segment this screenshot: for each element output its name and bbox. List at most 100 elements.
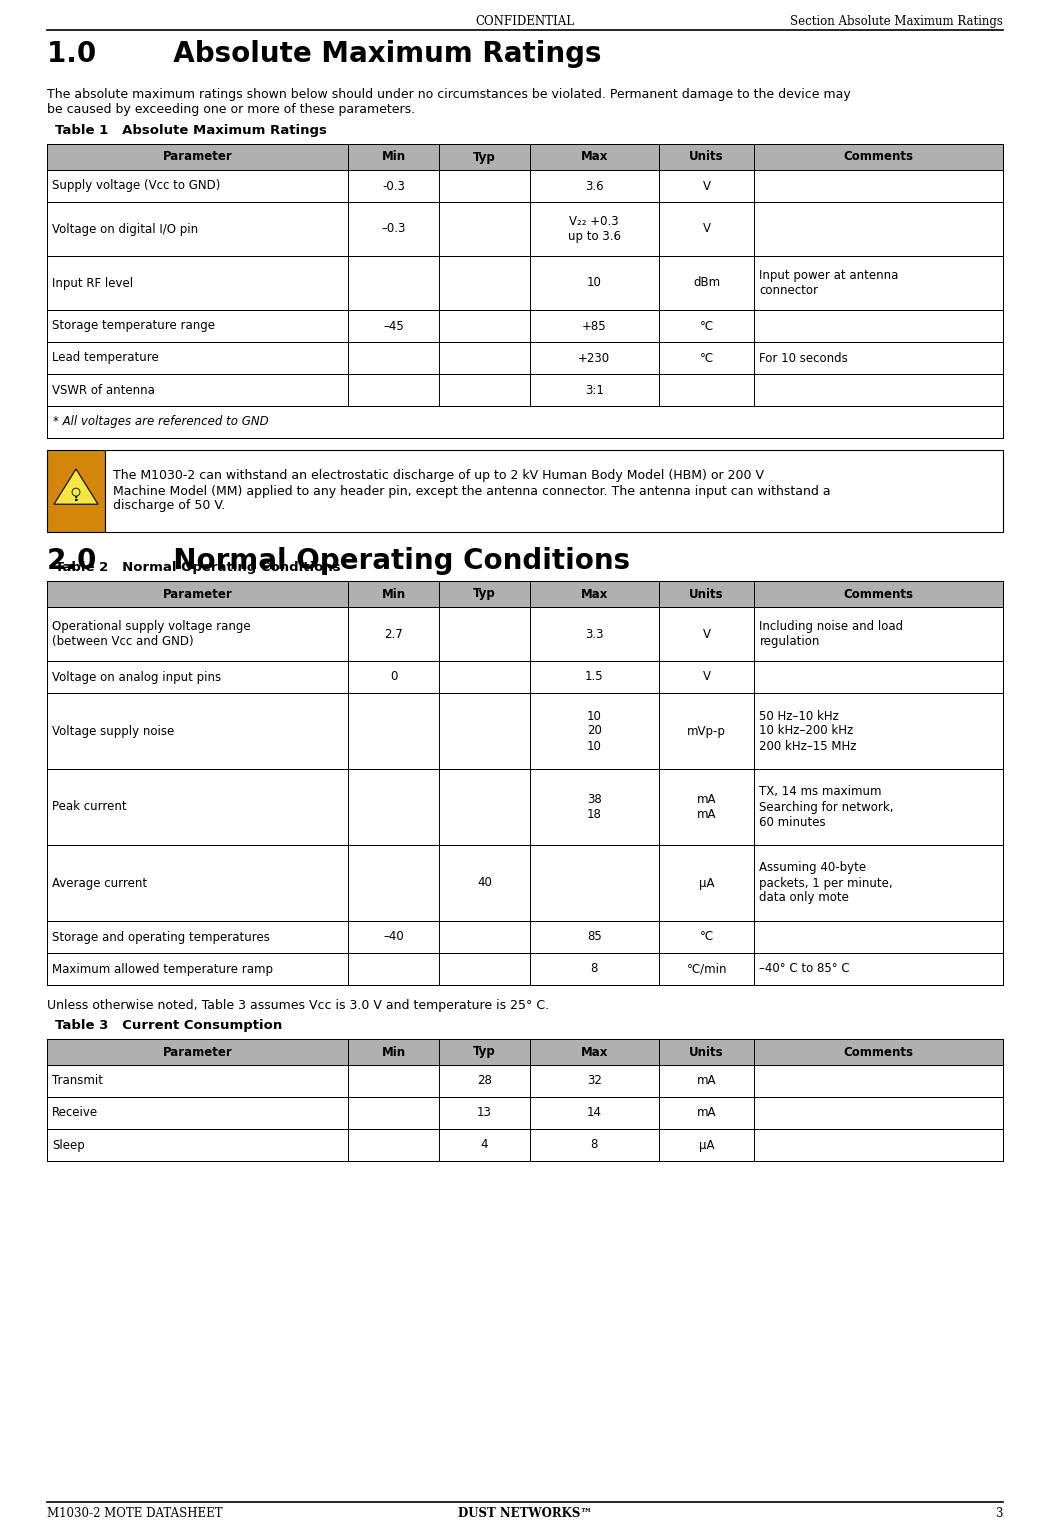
Text: Comments: Comments <box>844 151 914 163</box>
Text: Input RF level: Input RF level <box>52 277 133 290</box>
Text: Peak current: Peak current <box>52 801 127 813</box>
Bar <box>47 1040 1003 1066</box>
Text: –40: –40 <box>383 930 404 944</box>
Bar <box>47 953 1003 986</box>
Text: Comments: Comments <box>844 1046 914 1058</box>
Text: –45: –45 <box>383 319 404 333</box>
Text: -0.3: -0.3 <box>382 180 405 192</box>
Text: CONFIDENTIAL: CONFIDENTIAL <box>476 15 574 28</box>
Text: Typ: Typ <box>472 151 496 163</box>
Bar <box>47 407 1003 437</box>
Polygon shape <box>54 470 98 504</box>
Text: 32: 32 <box>587 1075 602 1087</box>
Text: mVp-p: mVp-p <box>687 724 727 738</box>
Text: Storage and operating temperatures: Storage and operating temperatures <box>52 930 270 944</box>
Text: 4: 4 <box>481 1138 488 1152</box>
Text: 8: 8 <box>590 962 598 975</box>
Text: Including noise and load
regulation: Including noise and load regulation <box>759 621 904 648</box>
Text: 85: 85 <box>587 930 602 944</box>
Text: Assuming 40-byte
packets, 1 per minute,
data only mote: Assuming 40-byte packets, 1 per minute, … <box>759 861 894 904</box>
Text: 1.5: 1.5 <box>585 670 604 684</box>
Text: 3:1: 3:1 <box>585 383 604 396</box>
Text: V: V <box>702 180 711 192</box>
Text: mA: mA <box>697 1075 716 1087</box>
Text: Voltage supply noise: Voltage supply noise <box>52 724 174 738</box>
Text: Maximum allowed temperature ramp: Maximum allowed temperature ramp <box>52 962 273 975</box>
Text: Max: Max <box>581 587 608 601</box>
Text: 3.6: 3.6 <box>585 180 604 192</box>
Text: Parameter: Parameter <box>163 587 232 601</box>
Text: V: V <box>702 627 711 641</box>
Text: °C: °C <box>699 930 714 944</box>
Bar <box>47 169 1003 202</box>
Text: Max: Max <box>581 151 608 163</box>
Text: Voltage on analog input pins: Voltage on analog input pins <box>52 670 222 684</box>
Text: Min: Min <box>381 587 405 601</box>
Text: Section Absolute Maximum Ratings: Section Absolute Maximum Ratings <box>790 15 1003 28</box>
Text: Storage temperature range: Storage temperature range <box>52 319 215 333</box>
Text: !: ! <box>72 490 79 504</box>
Text: V: V <box>702 222 711 236</box>
Text: 2.0        Normal Operating Conditions: 2.0 Normal Operating Conditions <box>47 547 630 574</box>
Text: Min: Min <box>381 151 405 163</box>
Text: Lead temperature: Lead temperature <box>52 351 159 365</box>
Text: 38
18: 38 18 <box>587 793 602 821</box>
Text: mA
mA: mA mA <box>697 793 716 821</box>
Text: μA: μA <box>699 1138 714 1152</box>
Text: Supply voltage (Vcc to GND): Supply voltage (Vcc to GND) <box>52 180 220 192</box>
Text: mA: mA <box>697 1107 716 1120</box>
Text: Units: Units <box>690 151 723 163</box>
Bar <box>47 581 1003 607</box>
Text: Units: Units <box>690 587 723 601</box>
Text: +85: +85 <box>582 319 607 333</box>
Text: * All voltages are referenced to GND: * All voltages are referenced to GND <box>52 416 269 428</box>
Circle shape <box>72 488 80 496</box>
Text: 1.0        Absolute Maximum Ratings: 1.0 Absolute Maximum Ratings <box>47 40 602 68</box>
Bar <box>47 1066 1003 1096</box>
Text: Units: Units <box>690 1046 723 1058</box>
Text: Average current: Average current <box>52 876 147 890</box>
Bar <box>47 256 1003 310</box>
Text: dBm: dBm <box>693 277 720 290</box>
Text: Table 1   Absolute Maximum Ratings: Table 1 Absolute Maximum Ratings <box>55 125 327 137</box>
Text: Typ: Typ <box>472 1046 496 1058</box>
Bar <box>47 374 1003 407</box>
Bar <box>47 202 1003 256</box>
Text: For 10 seconds: For 10 seconds <box>759 351 848 365</box>
Text: V₂₂ +0.3
up to 3.6: V₂₂ +0.3 up to 3.6 <box>568 216 621 243</box>
Text: –0.3: –0.3 <box>381 222 405 236</box>
Bar <box>47 768 1003 845</box>
Bar <box>47 607 1003 661</box>
Text: 2.7: 2.7 <box>384 627 403 641</box>
Text: °C: °C <box>699 319 714 333</box>
Text: 3: 3 <box>995 1508 1003 1520</box>
Bar <box>47 693 1003 768</box>
Text: 50 Hz–10 kHz
10 kHz–200 kHz
200 kHz–15 MHz: 50 Hz–10 kHz 10 kHz–200 kHz 200 kHz–15 M… <box>759 710 857 753</box>
Text: 40: 40 <box>477 876 491 890</box>
Bar <box>47 1129 1003 1161</box>
Text: °C/min: °C/min <box>687 962 727 975</box>
Text: 3.3: 3.3 <box>585 627 604 641</box>
Text: Comments: Comments <box>844 587 914 601</box>
Text: μA: μA <box>699 876 714 890</box>
Text: Typ: Typ <box>472 587 496 601</box>
Text: 10: 10 <box>587 277 602 290</box>
Text: Operational supply voltage range
(between Vcc and GND): Operational supply voltage range (betwee… <box>52 621 251 648</box>
Text: M1030-2 MOTE DATASHEET: M1030-2 MOTE DATASHEET <box>47 1508 223 1520</box>
Text: 8: 8 <box>590 1138 598 1152</box>
Text: Min: Min <box>381 1046 405 1058</box>
Text: Transmit: Transmit <box>52 1075 103 1087</box>
Text: Receive: Receive <box>52 1107 98 1120</box>
Text: VSWR of antenna: VSWR of antenna <box>52 383 155 396</box>
Text: V: V <box>702 670 711 684</box>
Text: Voltage on digital I/O pin: Voltage on digital I/O pin <box>52 222 198 236</box>
Bar <box>47 342 1003 374</box>
Text: TX, 14 ms maximum
Searching for network,
60 minutes: TX, 14 ms maximum Searching for network,… <box>759 785 894 829</box>
Text: °C: °C <box>699 351 714 365</box>
Text: Input power at antenna
connector: Input power at antenna connector <box>759 270 899 297</box>
Text: Sleep: Sleep <box>52 1138 85 1152</box>
Text: 0: 0 <box>390 670 397 684</box>
Text: 13: 13 <box>477 1107 491 1120</box>
Bar <box>47 450 105 531</box>
Text: The absolute maximum ratings shown below should under no circumstances be violat: The absolute maximum ratings shown below… <box>47 88 850 116</box>
